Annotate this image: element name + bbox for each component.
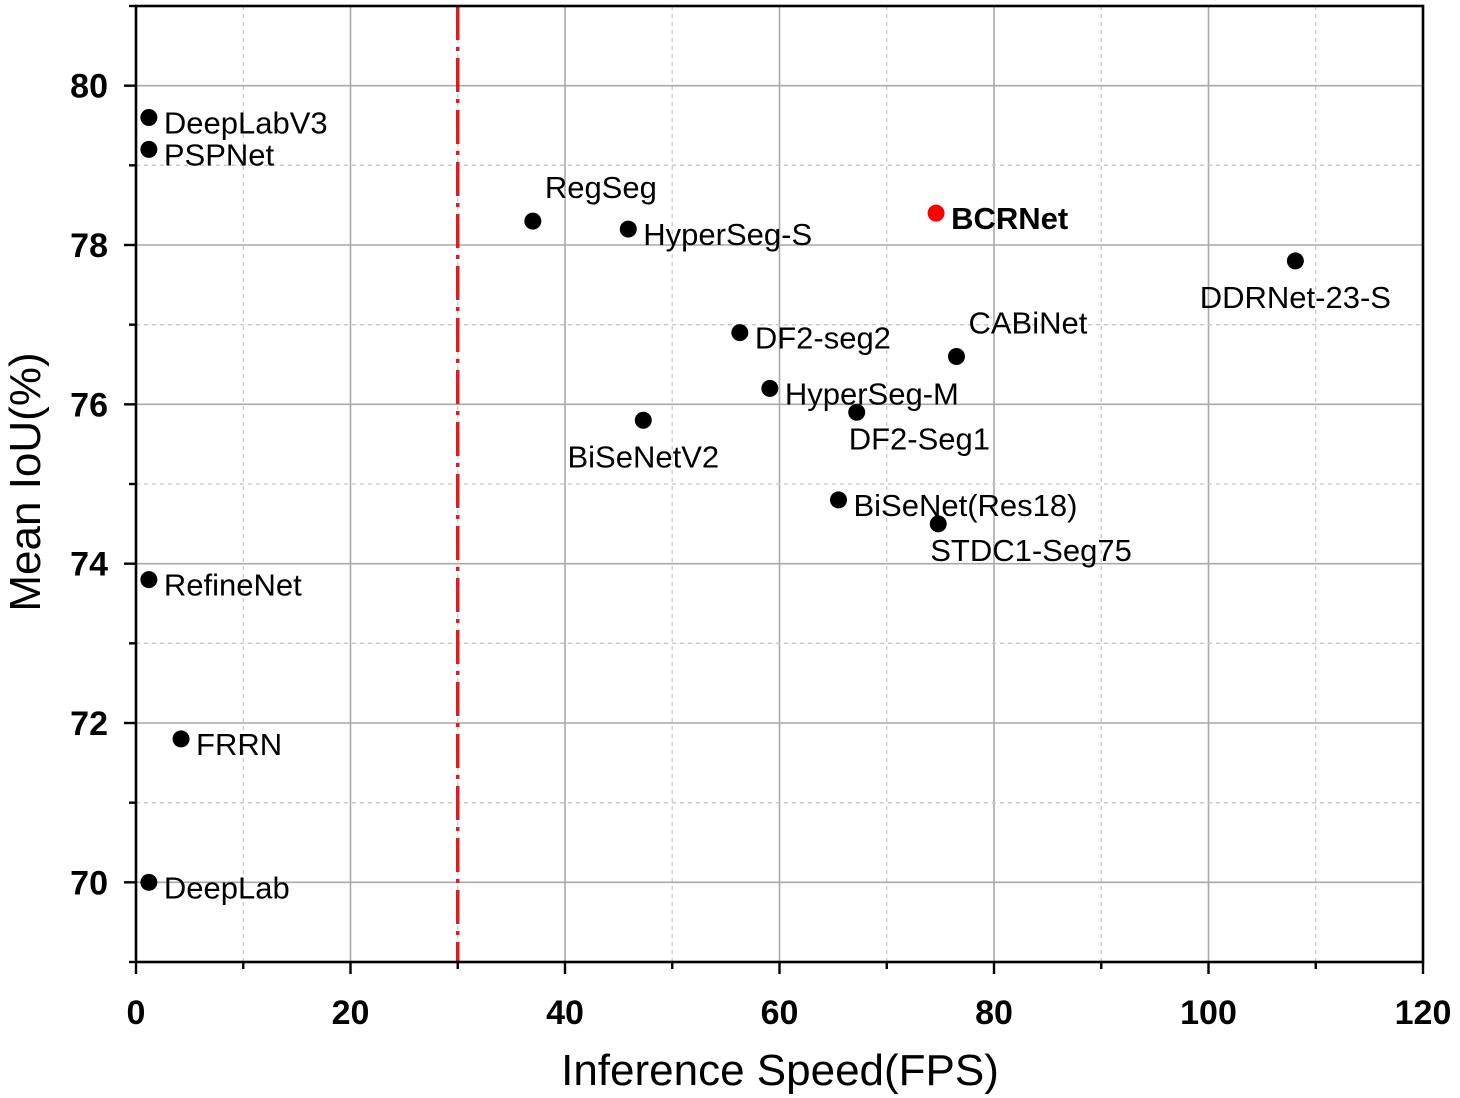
point-label: RefineNet [164, 568, 302, 603]
data-point [1286, 252, 1304, 270]
point-label: HyperSeg-S [643, 217, 812, 252]
data-point [929, 515, 947, 533]
point-label: BiSeNet(Res18) [853, 488, 1077, 523]
data-point [524, 212, 542, 230]
point-label: DDRNet-23-S [1200, 280, 1391, 315]
data-point [172, 730, 190, 748]
data-point [140, 873, 158, 891]
data-point [848, 403, 866, 421]
point-label: DeepLab [164, 870, 290, 905]
point-label: FRRN [196, 727, 282, 762]
y-tick-label: 76 [70, 386, 108, 424]
x-tick-label: 40 [546, 994, 584, 1032]
point-label: HyperSeg-M [785, 376, 959, 411]
axes: 0 20 40 60 80 100 120 70 72 74 76 78 80 [70, 4, 1452, 1032]
x-tick-label: 0 [127, 994, 146, 1032]
data-point [140, 140, 158, 158]
point-label: PSPNet [164, 137, 275, 172]
data-point [829, 491, 847, 509]
point-label: BiSeNetV2 [567, 439, 719, 474]
y-axis-title: Mean IoU(%) [1, 352, 50, 611]
y-tick-label: 74 [70, 546, 108, 584]
data-points [140, 109, 1304, 891]
point-label: DF2-Seg1 [849, 421, 990, 456]
point-label: STDC1-Seg75 [930, 533, 1132, 568]
data-point [761, 379, 779, 397]
x-tick-label: 100 [1180, 994, 1237, 1032]
data-point [140, 571, 158, 589]
data-point [619, 220, 637, 238]
point-label: RegSeg [545, 170, 657, 205]
point-label: DeepLabV3 [164, 106, 328, 141]
point-label: DF2-seg2 [755, 321, 891, 356]
data-point [947, 348, 965, 366]
data-point [140, 109, 158, 127]
y-tick-label: 80 [70, 68, 108, 106]
y-tick-label: 78 [70, 227, 108, 265]
x-tick-label: 120 [1395, 994, 1452, 1032]
x-axis-title: Inference Speed(FPS) [561, 1046, 999, 1095]
grid [135, 5, 1424, 963]
y-tick-label: 72 [70, 705, 108, 743]
x-tick-label: 60 [761, 994, 799, 1032]
data-point [927, 204, 945, 222]
data-point [634, 411, 652, 429]
point-label: CABiNet [968, 306, 1087, 341]
point-label: BCRNet [951, 201, 1068, 236]
x-tick-label: 80 [975, 994, 1013, 1032]
y-tick-label: 70 [70, 864, 108, 902]
x-tick-label: 20 [332, 994, 370, 1032]
data-point [731, 324, 749, 342]
